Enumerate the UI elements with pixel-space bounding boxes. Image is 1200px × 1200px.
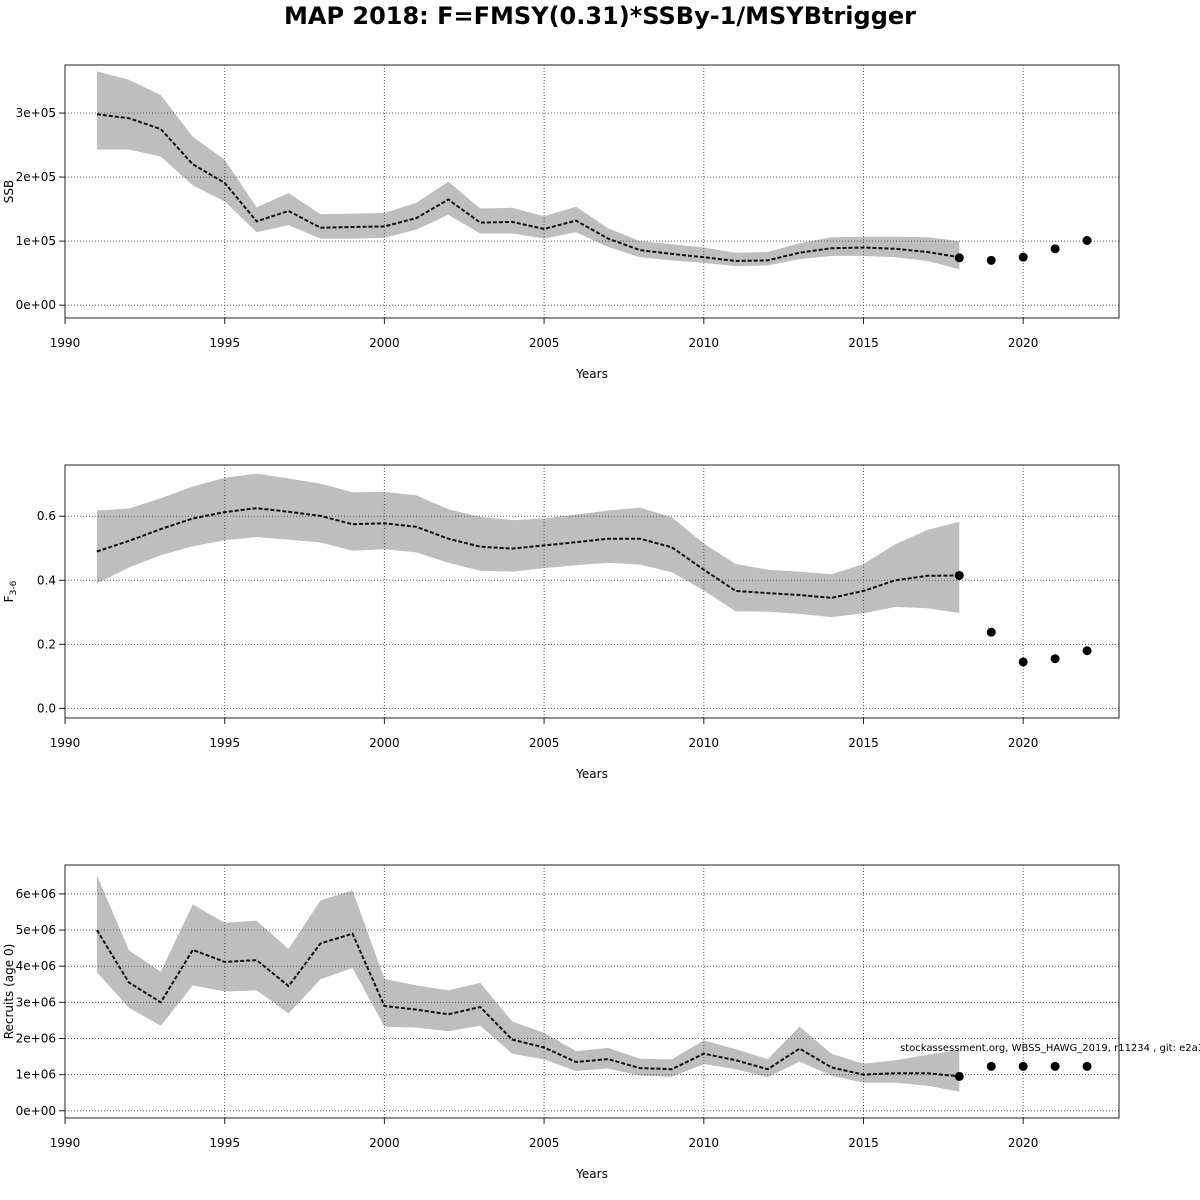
forecast-point: [1082, 1061, 1092, 1071]
forecast-point: [986, 255, 996, 265]
x-tick-label: 2010: [689, 736, 720, 750]
x-tick-label: 2015: [848, 736, 879, 750]
x-tick-label: 1995: [209, 336, 240, 350]
y-tick-label: 2e+05: [16, 170, 56, 184]
y-tick-label: 3e+06: [16, 995, 56, 1009]
confidence-band: [96, 71, 960, 270]
estimate-line: [96, 929, 960, 1078]
panel-1: 1990 1995 2000 2005 2010 2015 2020 0e+00 1e+05 2e…: [2, 64, 1120, 381]
x-tick-label: 2000: [369, 1136, 400, 1150]
x-tick-label: 2005: [529, 736, 560, 750]
x-tick-label: 2015: [848, 336, 879, 350]
x-tick-label: 2005: [529, 336, 560, 350]
x-tick-label: 2005: [529, 1136, 560, 1150]
forecast-point: [954, 1071, 964, 1081]
x-tick-label: 2000: [369, 336, 400, 350]
forecast-point: [954, 570, 964, 580]
forecast-point: [1018, 1061, 1028, 1071]
y-tick-label: 6e+06: [16, 887, 56, 901]
forecast-point: [1082, 646, 1092, 656]
x-axis-title: Years: [575, 767, 608, 781]
forecast-point: [1050, 1061, 1060, 1071]
forecast-point: [1018, 657, 1028, 667]
y-tick-label: 0e+00: [16, 298, 56, 312]
y-tick-label: 2e+06: [16, 1031, 56, 1045]
y-tick-label: 0.2: [37, 637, 56, 651]
x-tick-label: 2015: [848, 1136, 879, 1150]
estimate-line: [96, 507, 960, 599]
x-tick-label: 2000: [369, 736, 400, 750]
x-tick-label: 1995: [209, 1136, 240, 1150]
y-axis-title: F3-6: [2, 580, 19, 602]
x-tick-label: 1995: [209, 736, 240, 750]
chart-title: MAP 2018: F=FMSY(0.31)*SSBy-1/MSYBtrigge…: [283, 2, 916, 30]
x-axis-title: Years: [575, 367, 608, 381]
y-tick-label: 5e+06: [16, 923, 56, 937]
forecast-point: [986, 1061, 996, 1071]
forecast-point: [1018, 252, 1028, 262]
x-tick-label: 2010: [689, 336, 720, 350]
panel-3: 1990 1995 2000 2005 2010 2015 2020 0e+00 1e+06 2e…: [2, 864, 1120, 1181]
estimate-line: [96, 113, 960, 263]
x-axis-title: Years: [575, 1167, 608, 1181]
y-tick-label: 1e+05: [16, 234, 56, 248]
x-tick-label: 2020: [1008, 736, 1039, 750]
confidence-band: [96, 473, 960, 618]
y-tick-label: 0.0: [37, 701, 56, 715]
y-tick-label: 0.6: [37, 509, 56, 523]
x-tick-label: 1990: [50, 336, 81, 350]
x-tick-label: 1990: [50, 736, 81, 750]
confidence-band: [96, 875, 960, 1092]
y-axis-title: SSB: [2, 180, 16, 203]
y-tick-label: 1e+06: [16, 1068, 56, 1082]
y-tick-label: 0.4: [37, 573, 56, 587]
x-tick-label: 1990: [50, 1136, 81, 1150]
forecast-point: [1050, 244, 1060, 254]
panel-2: 1990 1995 2000 2005 2010 2015 2020 0.0 0.2 0.4 0.6…: [2, 464, 1120, 781]
y-tick-label: 0e+00: [16, 1104, 56, 1118]
forecast-point: [954, 253, 964, 263]
forecast-point: [1050, 654, 1060, 664]
footnote: stockassessment.org, WBSS_HAWG_2019, r11…: [900, 1043, 1200, 1054]
x-tick-label: 2020: [1008, 1136, 1039, 1150]
forecast-point: [1082, 235, 1092, 245]
forecast-point: [986, 627, 996, 637]
y-axis-title: Recruits (age 0): [2, 944, 16, 1040]
y-tick-label: 4e+06: [16, 959, 56, 973]
x-tick-label: 2010: [689, 1136, 720, 1150]
y-tick-label: 3e+05: [16, 106, 56, 120]
x-tick-label: 2020: [1008, 336, 1039, 350]
